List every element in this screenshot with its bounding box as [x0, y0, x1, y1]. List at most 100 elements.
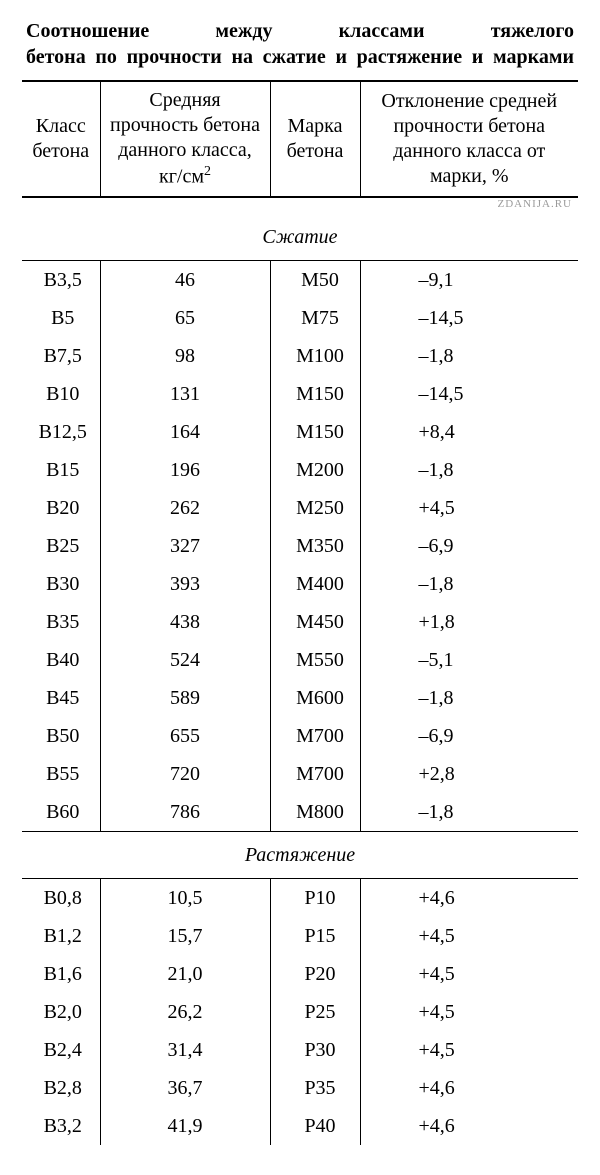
cell-class: B55 — [22, 755, 100, 793]
table-row: B40524M550–5,1 — [22, 641, 578, 679]
cell-class: B40 — [22, 641, 100, 679]
cell-mark: M200 — [270, 451, 360, 489]
cell-deviation: –14,5 — [360, 299, 578, 337]
table-row: B2,431,4P30+4,5 — [22, 1031, 578, 1069]
watermark-row: ZDANIJA.RU — [22, 197, 578, 215]
cell-strength: 31,4 — [100, 1031, 270, 1069]
cell-deviation: –9,1 — [360, 261, 578, 300]
table-row: B0,810,5P10+4,6 — [22, 879, 578, 918]
section-header-label: Сжатие — [22, 214, 578, 261]
cell-class: B35 — [22, 603, 100, 641]
table-row: B50655M700–6,9 — [22, 717, 578, 755]
cell-class: B2,4 — [22, 1031, 100, 1069]
cell-strength: 589 — [100, 679, 270, 717]
col-header-mark: Марка бетона — [270, 81, 360, 197]
table-row: B12,5164M150+8,4 — [22, 413, 578, 451]
cell-strength: 262 — [100, 489, 270, 527]
table-row: B20262M250+4,5 — [22, 489, 578, 527]
cell-mark: P30 — [270, 1031, 360, 1069]
cell-deviation: –5,1 — [360, 641, 578, 679]
cell-mark: M700 — [270, 717, 360, 755]
cell-strength: 655 — [100, 717, 270, 755]
page-title: Соотношение между классами тяжелого бето… — [26, 18, 574, 70]
cell-mark: P35 — [270, 1069, 360, 1107]
cell-mark: M800 — [270, 793, 360, 832]
cell-mark: M550 — [270, 641, 360, 679]
cell-deviation: +4,6 — [360, 1069, 578, 1107]
cell-mark: M450 — [270, 603, 360, 641]
table-row: B55720M700+2,8 — [22, 755, 578, 793]
cell-deviation: –6,9 — [360, 717, 578, 755]
cell-class: B3,2 — [22, 1107, 100, 1145]
cell-strength: 524 — [100, 641, 270, 679]
cell-strength: 10,5 — [100, 879, 270, 918]
cell-class: B1,2 — [22, 917, 100, 955]
table-row: B25327M350–6,9 — [22, 527, 578, 565]
table-row: B1,621,0P20+4,5 — [22, 955, 578, 993]
cell-mark: M400 — [270, 565, 360, 603]
cell-deviation: +4,6 — [360, 1107, 578, 1145]
cell-class: B3,5 — [22, 261, 100, 300]
cell-class: B50 — [22, 717, 100, 755]
cell-strength: 98 — [100, 337, 270, 375]
cell-deviation: –14,5 — [360, 375, 578, 413]
cell-class: B15 — [22, 451, 100, 489]
table-row: B565M75–14,5 — [22, 299, 578, 337]
col-header-strength: Средняя прочность бетона данного класса,… — [100, 81, 270, 197]
section-header: Сжатие — [22, 214, 578, 261]
cell-deviation: –1,8 — [360, 679, 578, 717]
cell-strength: 786 — [100, 793, 270, 832]
cell-mark: M100 — [270, 337, 360, 375]
col-header-class: Класс бетона — [22, 81, 100, 197]
cell-strength: 164 — [100, 413, 270, 451]
cell-class: B5 — [22, 299, 100, 337]
cell-deviation: –1,8 — [360, 337, 578, 375]
cell-class: B30 — [22, 565, 100, 603]
cell-mark: M50 — [270, 261, 360, 300]
cell-strength: 26,2 — [100, 993, 270, 1031]
table-row: B45589M600–1,8 — [22, 679, 578, 717]
cell-strength: 438 — [100, 603, 270, 641]
table-row: B30393M400–1,8 — [22, 565, 578, 603]
table-body: ZDANIJA.RUСжатиеB3,546M50–9,1B565M75–14,… — [22, 197, 578, 1146]
cell-mark: M600 — [270, 679, 360, 717]
cell-class: B45 — [22, 679, 100, 717]
table-row: B10131M150–14,5 — [22, 375, 578, 413]
table-row: B3,241,9P40+4,6 — [22, 1107, 578, 1145]
title-line-2: бетона по прочности на сжатие и растяжен… — [26, 46, 574, 68]
cell-deviation: –1,8 — [360, 565, 578, 603]
cell-strength: 65 — [100, 299, 270, 337]
cell-strength: 131 — [100, 375, 270, 413]
watermark-text: ZDANIJA.RU — [22, 195, 578, 213]
cell-class: B10 — [22, 375, 100, 413]
cell-class: B2,0 — [22, 993, 100, 1031]
cell-strength: 196 — [100, 451, 270, 489]
cell-deviation: –1,8 — [360, 793, 578, 832]
title-line-1: Соотношение между классами тяжелого — [26, 20, 574, 42]
cell-strength: 720 — [100, 755, 270, 793]
cell-class: B60 — [22, 793, 100, 832]
cell-deviation: +4,5 — [360, 1031, 578, 1069]
cell-deviation: +4,6 — [360, 879, 578, 918]
cell-mark: P15 — [270, 917, 360, 955]
table-row: B3,546M50–9,1 — [22, 261, 578, 300]
cell-deviation: +2,8 — [360, 755, 578, 793]
cell-mark: M700 — [270, 755, 360, 793]
cell-mark: M150 — [270, 413, 360, 451]
table-row: B7,598M100–1,8 — [22, 337, 578, 375]
cell-deviation: +4,5 — [360, 917, 578, 955]
cell-deviation: +4,5 — [360, 489, 578, 527]
cell-class: B0,8 — [22, 879, 100, 918]
cell-mark: M250 — [270, 489, 360, 527]
table-row: B35438M450+1,8 — [22, 603, 578, 641]
cell-mark: M75 — [270, 299, 360, 337]
cell-deviation: –1,8 — [360, 451, 578, 489]
cell-mark: M150 — [270, 375, 360, 413]
section-header: Растяжение — [22, 832, 578, 879]
cell-mark: P25 — [270, 993, 360, 1031]
col-header-deviation: Отклонение средней прочности бетона данн… — [360, 81, 578, 197]
cell-strength: 46 — [100, 261, 270, 300]
table-row: B2,026,2P25+4,5 — [22, 993, 578, 1031]
cell-deviation: +1,8 — [360, 603, 578, 641]
table-row: B2,836,7P35+4,6 — [22, 1069, 578, 1107]
